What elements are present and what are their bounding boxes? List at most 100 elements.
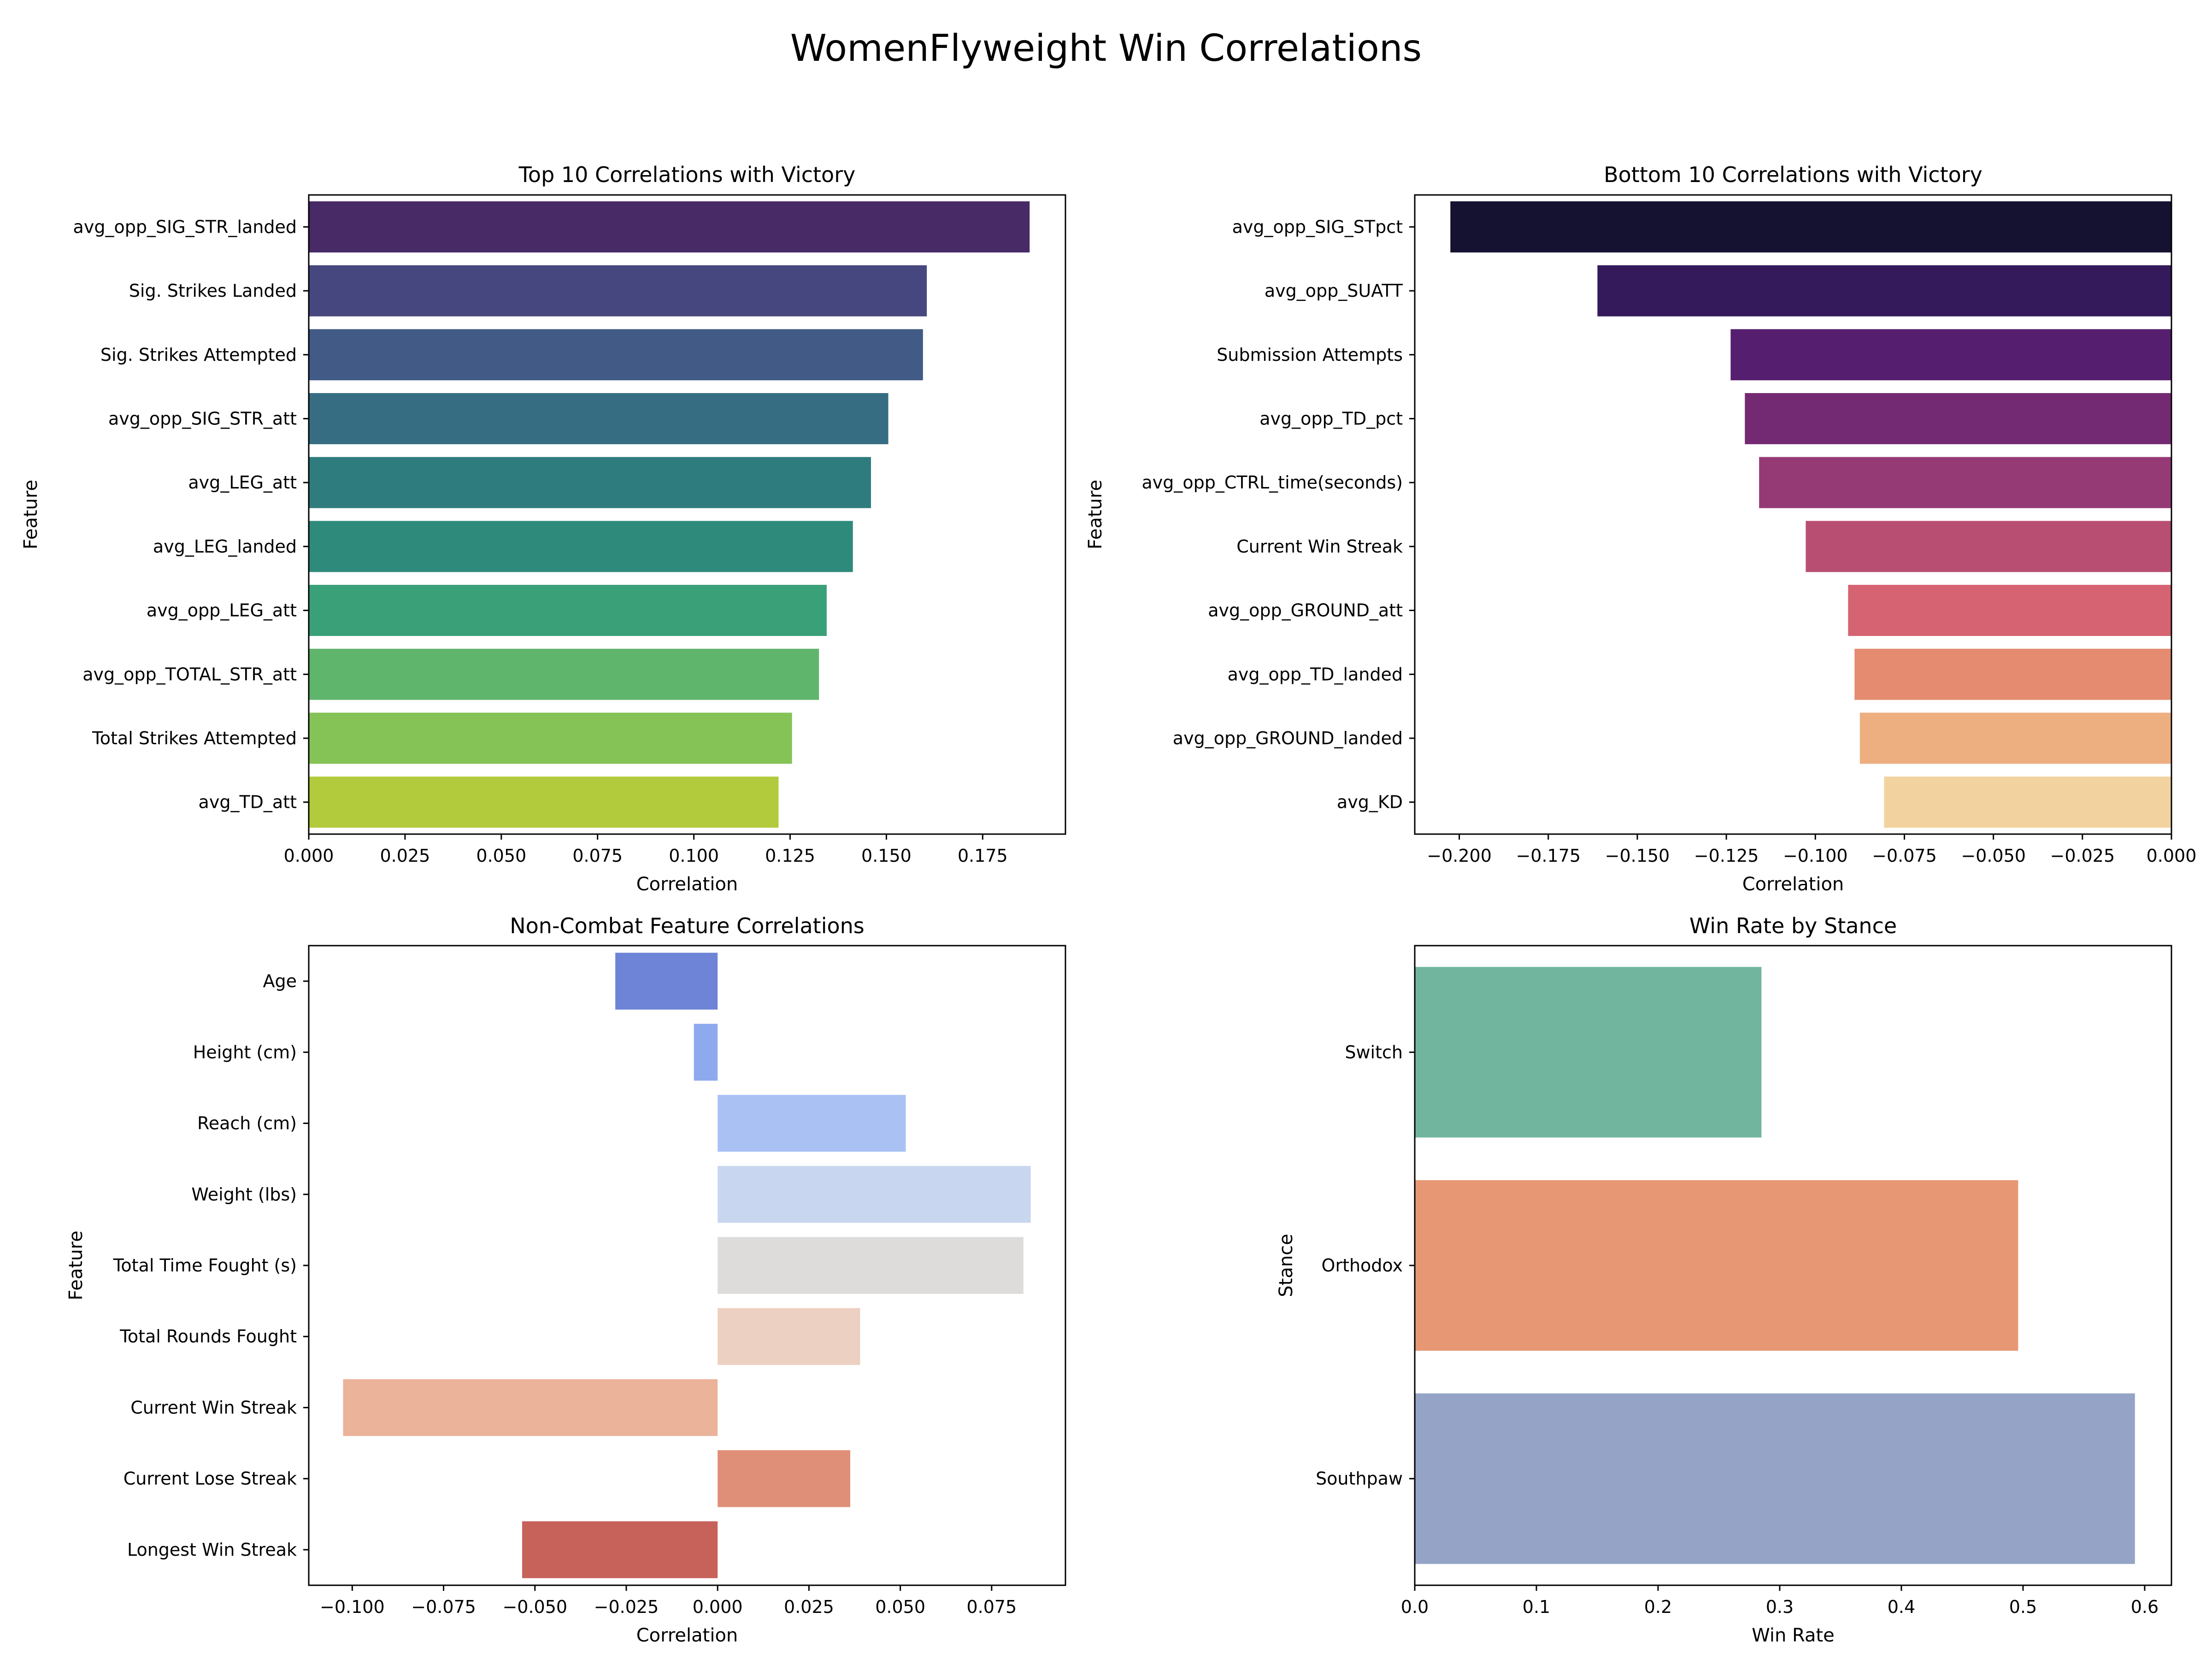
category-label: Reach (cm) — [197, 1113, 297, 1134]
bar — [309, 777, 779, 828]
chart-bottom10: avg_opp_SIG_STpct avg_opp_SUATT Submission… — [1085, 162, 2196, 895]
x-tick-label: −0.025 — [594, 1597, 659, 1617]
bar — [1848, 585, 2171, 636]
category-label: avg_opp_CTRL_time(seconds) — [1141, 472, 1403, 493]
bar — [309, 201, 1030, 253]
x-tick-label: 0.2 — [1644, 1597, 1672, 1617]
x-tick-label: 0.6 — [2131, 1597, 2159, 1617]
category-label: Height (cm) — [193, 1042, 297, 1062]
y-axis-label: Feature — [1085, 480, 1106, 549]
x-tick-label: −0.100 — [1783, 846, 1848, 866]
x-axis-label: Correlation — [1742, 874, 1844, 895]
chart-title: Bottom 10 Correlations with Victory — [1604, 162, 1983, 187]
category-label: avg_TD_att — [199, 792, 297, 812]
bar — [718, 1094, 906, 1152]
x-tick-label: −0.025 — [2050, 846, 2115, 866]
category-label: avg_KD — [1337, 792, 1403, 812]
y-axis-label: Feature — [20, 480, 41, 549]
category-label: Orthodox — [1322, 1255, 1403, 1276]
x-axis-label: Correlation — [636, 1625, 738, 1646]
bar — [309, 712, 792, 764]
category-label: avg_LEG_att — [188, 472, 297, 493]
x-axis-label: Win Rate — [1752, 1625, 1835, 1646]
bar — [1759, 457, 2171, 508]
category-label: avg_opp_SIG_STR_landed — [73, 217, 297, 237]
category-label: Southpaw — [1316, 1469, 1403, 1489]
x-tick-label: 0.025 — [784, 1597, 834, 1617]
bar — [1884, 777, 2171, 828]
category-label: Switch — [1345, 1042, 1403, 1062]
category-label: avg_opp_SIG_STpct — [1232, 217, 1403, 237]
category-label: Sig. Strikes Landed — [129, 281, 297, 301]
category-label: Longest Win Streak — [127, 1540, 297, 1560]
bar — [1854, 648, 2171, 700]
bar — [309, 265, 927, 317]
chart-noncombat: Age Height (cm) Reach (cm) Weight (lbs) Tota… — [65, 913, 1066, 1646]
category-label: Sig. Strikes Attempted — [100, 345, 297, 365]
bar — [1415, 967, 1762, 1138]
category-label: Age — [263, 971, 297, 991]
category-label: Total Time Fought (s) — [113, 1255, 297, 1276]
bar — [1730, 329, 2171, 381]
category-label: Weight (lbs) — [191, 1184, 297, 1205]
bar — [1450, 201, 2171, 253]
x-tick-label: 0.4 — [1888, 1597, 1915, 1617]
x-tick-label: 0.000 — [2147, 846, 2197, 866]
x-tick-label: −0.125 — [1694, 846, 1759, 866]
x-tick-label: 0.175 — [958, 846, 1008, 866]
bar — [718, 1308, 860, 1365]
category-label: avg_opp_SIG_STR_att — [108, 408, 297, 429]
bar — [309, 585, 827, 636]
bar — [1597, 265, 2171, 317]
x-axis-label: Correlation — [636, 874, 738, 895]
category-label: avg_opp_GROUND_att — [1208, 600, 1403, 621]
category-label: Total Strikes Attempted — [92, 728, 297, 748]
bar — [718, 1166, 1031, 1223]
plot-frame — [308, 194, 1066, 835]
plot-frame — [1414, 194, 2172, 835]
x-tick-label: 0.000 — [284, 846, 334, 866]
category-label: avg_LEG_landed — [153, 536, 297, 557]
x-tick-label: 0.100 — [669, 846, 719, 866]
x-tick-label: −0.150 — [1605, 846, 1670, 866]
category-label: avg_opp_LEG_att — [147, 600, 297, 621]
x-tick-label: −0.075 — [411, 1597, 476, 1617]
category-label: Submission Attempts — [1217, 345, 1403, 365]
x-tick-label: 0.050 — [875, 1597, 925, 1617]
x-tick-label: 0.075 — [966, 1597, 1017, 1617]
bar — [1806, 521, 2171, 572]
x-tick-label: −0.100 — [320, 1597, 385, 1617]
chart-stance: Switch Orthodox Southpaw 0.0 0.1 0.2 0.3 0.4 0.5… — [1276, 913, 2172, 1646]
bar — [694, 1024, 718, 1081]
category-label: Current Win Streak — [1236, 536, 1403, 557]
x-tick-label: 0.5 — [2009, 1597, 2037, 1617]
x-tick-label: −0.075 — [1872, 846, 1937, 866]
category-label: avg_opp_TD_pct — [1259, 408, 1403, 429]
x-tick-label: 0.050 — [476, 846, 526, 866]
bar — [309, 457, 871, 508]
y-axis-label: Stance — [1276, 1234, 1297, 1297]
bar — [522, 1521, 718, 1578]
y-axis-label: Feature — [65, 1230, 87, 1300]
chart-title: Non-Combat Feature Correlations — [510, 913, 865, 938]
x-tick-label: 0.0 — [1401, 1597, 1429, 1617]
category-label: avg_opp_SUATT — [1265, 281, 1403, 301]
chart-title: Top 10 Correlations with Victory — [518, 162, 856, 187]
x-tick-label: 0.1 — [1523, 1597, 1550, 1617]
chart-top10: avg_opp_SIG_STR_landed Sig. Strikes Lande… — [20, 162, 1066, 895]
chart-title: Win Rate by Stance — [1689, 913, 1897, 938]
x-tick-label: −0.200 — [1427, 846, 1492, 866]
bar — [718, 1237, 1024, 1294]
category-label: Current Lose Streak — [124, 1469, 297, 1489]
bar — [718, 1450, 851, 1507]
x-tick-label: −0.050 — [1961, 846, 2026, 866]
x-tick-label: 0.025 — [380, 846, 430, 866]
bar — [1415, 1180, 2018, 1351]
x-tick-label: 0.125 — [765, 846, 815, 866]
x-tick-label: 0.150 — [861, 846, 912, 866]
category-label: avg_opp_TD_landed — [1228, 664, 1403, 684]
bar — [1415, 1393, 2135, 1564]
category-label: Current Win Streak — [130, 1397, 297, 1418]
x-tick-label: 0.000 — [693, 1597, 743, 1617]
